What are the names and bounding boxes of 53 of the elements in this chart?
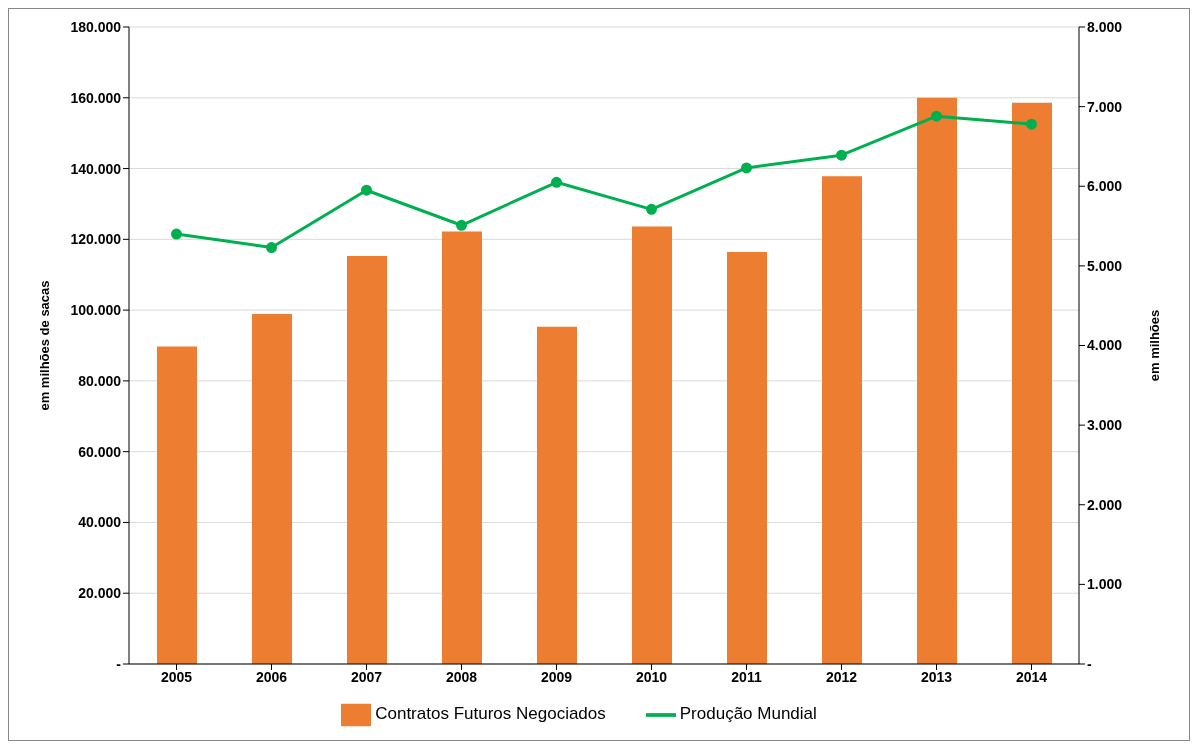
- y-tick-label: 20.000: [78, 585, 122, 602]
- y2-tick-label: 4.000: [1087, 337, 1123, 354]
- y-tick-label: 100.000: [70, 302, 122, 319]
- bar: [727, 252, 767, 664]
- y2-tick-label: 2.000: [1087, 496, 1123, 513]
- y-tick-label: 160.000: [70, 89, 122, 106]
- x-tick-label: 2010: [635, 668, 668, 685]
- x-tick-label: 2014: [1015, 668, 1048, 685]
- point: [361, 184, 372, 196]
- x-tick-label: 2006: [255, 668, 288, 685]
- x-tick-label: 2007: [350, 668, 383, 685]
- y2-tick-label: 5.000: [1087, 257, 1123, 274]
- bar: [537, 326, 577, 664]
- point: [171, 228, 182, 240]
- y2-tick-label: 8.000: [1087, 18, 1123, 35]
- bar: [347, 255, 387, 664]
- y2-tick-label: 6.000: [1087, 178, 1123, 195]
- point: [741, 162, 752, 174]
- point: [266, 242, 277, 254]
- y-tick-label: 120.000: [70, 231, 122, 248]
- y-tick-label: -: [116, 655, 122, 672]
- x-tick-label: 2008: [445, 668, 478, 685]
- x-tick-label: 2012: [825, 668, 858, 685]
- y-tick-label: 60.000: [78, 443, 122, 460]
- bar: [252, 314, 292, 664]
- bar: [822, 176, 862, 664]
- x-tick-label: 2013: [920, 668, 953, 685]
- y2-tick-label: 7.000: [1087, 98, 1123, 115]
- y2-tick-label: -: [1087, 655, 1092, 672]
- y-tick-label: 180.000: [70, 18, 122, 35]
- y2-tick-label: 3.000: [1087, 417, 1123, 434]
- x-tick-label: 2009: [540, 668, 573, 685]
- y-tick-label: 40.000: [78, 514, 122, 531]
- point: [551, 176, 562, 188]
- y2-axis-title: em milhões: [1146, 309, 1162, 382]
- legend-label: Contratos Futuros Negociados: [375, 704, 606, 724]
- point: [646, 203, 657, 215]
- y2-tick-label: 1.000: [1087, 576, 1123, 593]
- x-tick-label: 2005: [160, 668, 193, 685]
- bar: [917, 97, 957, 664]
- point: [836, 149, 847, 161]
- bar: [442, 231, 482, 664]
- legend-label: Produção Mundial: [679, 704, 817, 724]
- y-tick-label: 80.000: [78, 372, 122, 389]
- point: [456, 219, 467, 231]
- y-axis-title: em milhões de sacas: [36, 280, 52, 411]
- y-tick-label: 140.000: [70, 160, 122, 177]
- bar: [157, 346, 197, 664]
- bar: [1012, 102, 1052, 664]
- bar: [632, 226, 672, 664]
- point: [931, 110, 942, 122]
- x-tick-label: 2011: [731, 668, 762, 685]
- point: [1026, 118, 1037, 130]
